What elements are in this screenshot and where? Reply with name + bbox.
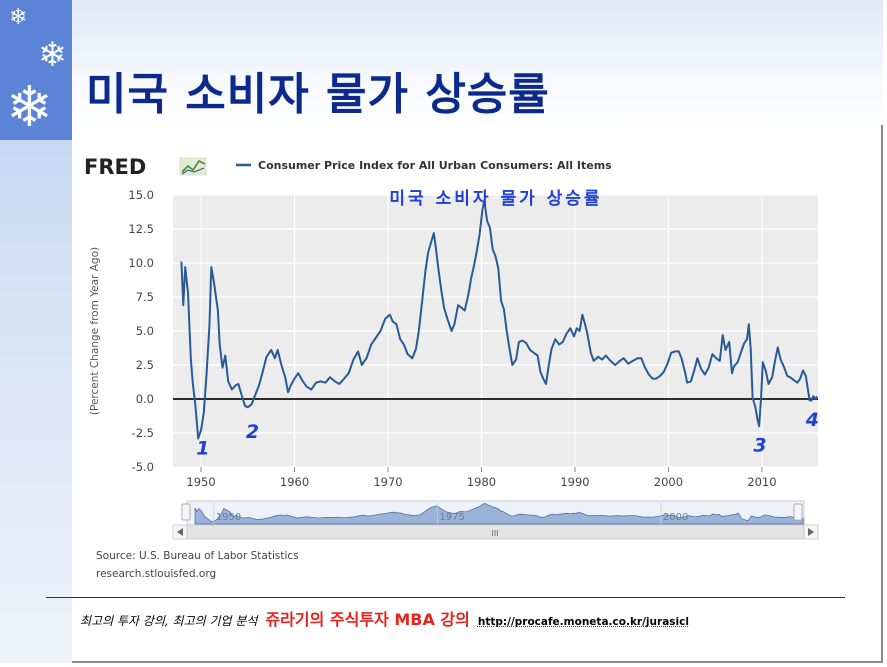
footer-course-title: 쥬라기의 주식투자 MBA 강의	[265, 610, 470, 629]
chevron-left-icon	[177, 528, 183, 536]
source-url[interactable]: research.stlouisfed.org	[96, 568, 216, 580]
fred-logo: FRED	[84, 155, 146, 179]
navigator-tick-label: 1950	[216, 512, 241, 523]
snowflake-icon: ❄	[9, 5, 28, 30]
trend-line-icon	[179, 157, 207, 176]
navigator-tick-label: 1975	[439, 512, 464, 523]
snowflake-decor: ❄ ❄ ❄	[0, 0, 72, 140]
x-axis-ticks: 1950 1960 1970 1980 1990 2000 2010	[186, 467, 777, 489]
y-tick-label: 5.0	[136, 324, 154, 338]
x-tick-label: 1980	[467, 475, 496, 489]
y-tick-label: -2.5	[132, 426, 154, 440]
legend-series-label: Consumer Price Index for All Urban Consu…	[258, 159, 612, 172]
navigator-left-handle[interactable]	[181, 503, 191, 521]
y-axis-label: (Percent Change from Year Ago)	[89, 247, 101, 415]
chart-annotation-title: 미국 소비자 물가 상승률	[389, 189, 602, 209]
page-title: 미국 소비자 물가 상승률	[86, 69, 550, 120]
y-tick-label: 15.0	[128, 188, 154, 202]
y-tick-label: 12.5	[128, 222, 154, 236]
footer-lecture-text: 최고의 투자 강의, 최고의 기업 분석	[80, 614, 258, 628]
navigator-tick-label: 2000	[663, 512, 688, 523]
y-tick-label: 2.5	[136, 358, 154, 372]
y-tick-label: -5.0	[132, 460, 154, 474]
chevron-right-icon	[808, 528, 814, 536]
snowflake-icon: ❄	[6, 75, 53, 140]
x-tick-label: 2010	[747, 475, 776, 489]
scrollbar-grip[interactable]: III	[491, 529, 498, 538]
source-text: Source: U.S. Bureau of Labor Statistics	[96, 550, 299, 562]
x-tick-label: 1960	[280, 475, 309, 489]
x-tick-label: 1950	[186, 475, 215, 489]
fred-chart: FRED Consumer Price Index for All Urban …	[76, 144, 838, 581]
event-marker-label: 1	[196, 437, 209, 459]
y-tick-label: 0.0	[136, 392, 154, 406]
navigator-ticks: 1950 1975 2000	[213, 503, 688, 524]
snowflake-icon: ❄	[38, 35, 67, 75]
navigator-series-area	[194, 502, 804, 525]
y-tick-label: 7.5	[136, 290, 154, 304]
navigator-right-handle[interactable]	[793, 503, 803, 521]
chart-panel: FRED Consumer Price Index for All Urban …	[76, 144, 838, 581]
y-tick-label: 10.0	[128, 256, 154, 270]
y-axis-ticks: 15.0 12.5 10.0 7.5 5.0 2.5 0.0 -2.5 -5.0	[128, 188, 154, 474]
footer-url-link[interactable]: http://procafe.moneta.co.kr/jurasicl	[477, 616, 689, 628]
footer: 최고의 투자 강의, 최고의 기업 분석 쥬라기의 주식투자 MBA 강의 ht…	[80, 606, 689, 632]
event-marker-label: 3	[753, 435, 766, 457]
event-marker-label: 2	[246, 421, 259, 443]
x-tick-label: 2000	[654, 475, 683, 489]
x-tick-label: 1990	[560, 475, 589, 489]
x-tick-label: 1970	[373, 475, 402, 489]
footer-divider	[46, 597, 845, 598]
cpi-series-line	[180, 199, 818, 440]
title-band	[72, 0, 883, 125]
event-marker-label: 4	[805, 409, 819, 431]
event-markers: 1 2 3 4	[196, 409, 819, 460]
